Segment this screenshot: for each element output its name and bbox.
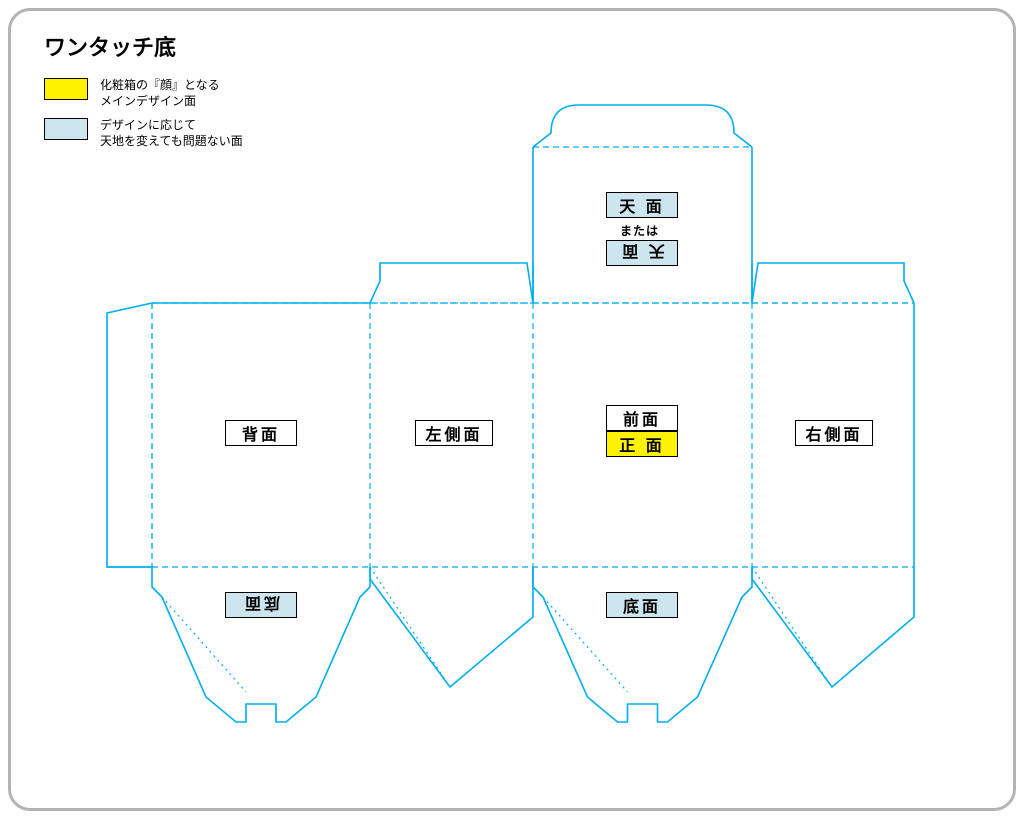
- label-front_u: 前面: [606, 405, 678, 431]
- label-top_u: 天 面: [606, 192, 678, 218]
- label-bot_front: 底面: [606, 592, 678, 618]
- label-top_or: または: [620, 222, 659, 239]
- label-right: 右側面: [795, 420, 873, 446]
- label-top_l: 天 面: [606, 240, 678, 266]
- box-dieline: [0, 0, 1024, 819]
- label-bot_back: 底面: [225, 592, 297, 618]
- label-back: 背面: [225, 420, 297, 446]
- label-left: 左側面: [415, 420, 493, 446]
- label-front_l: 正 面: [606, 431, 678, 457]
